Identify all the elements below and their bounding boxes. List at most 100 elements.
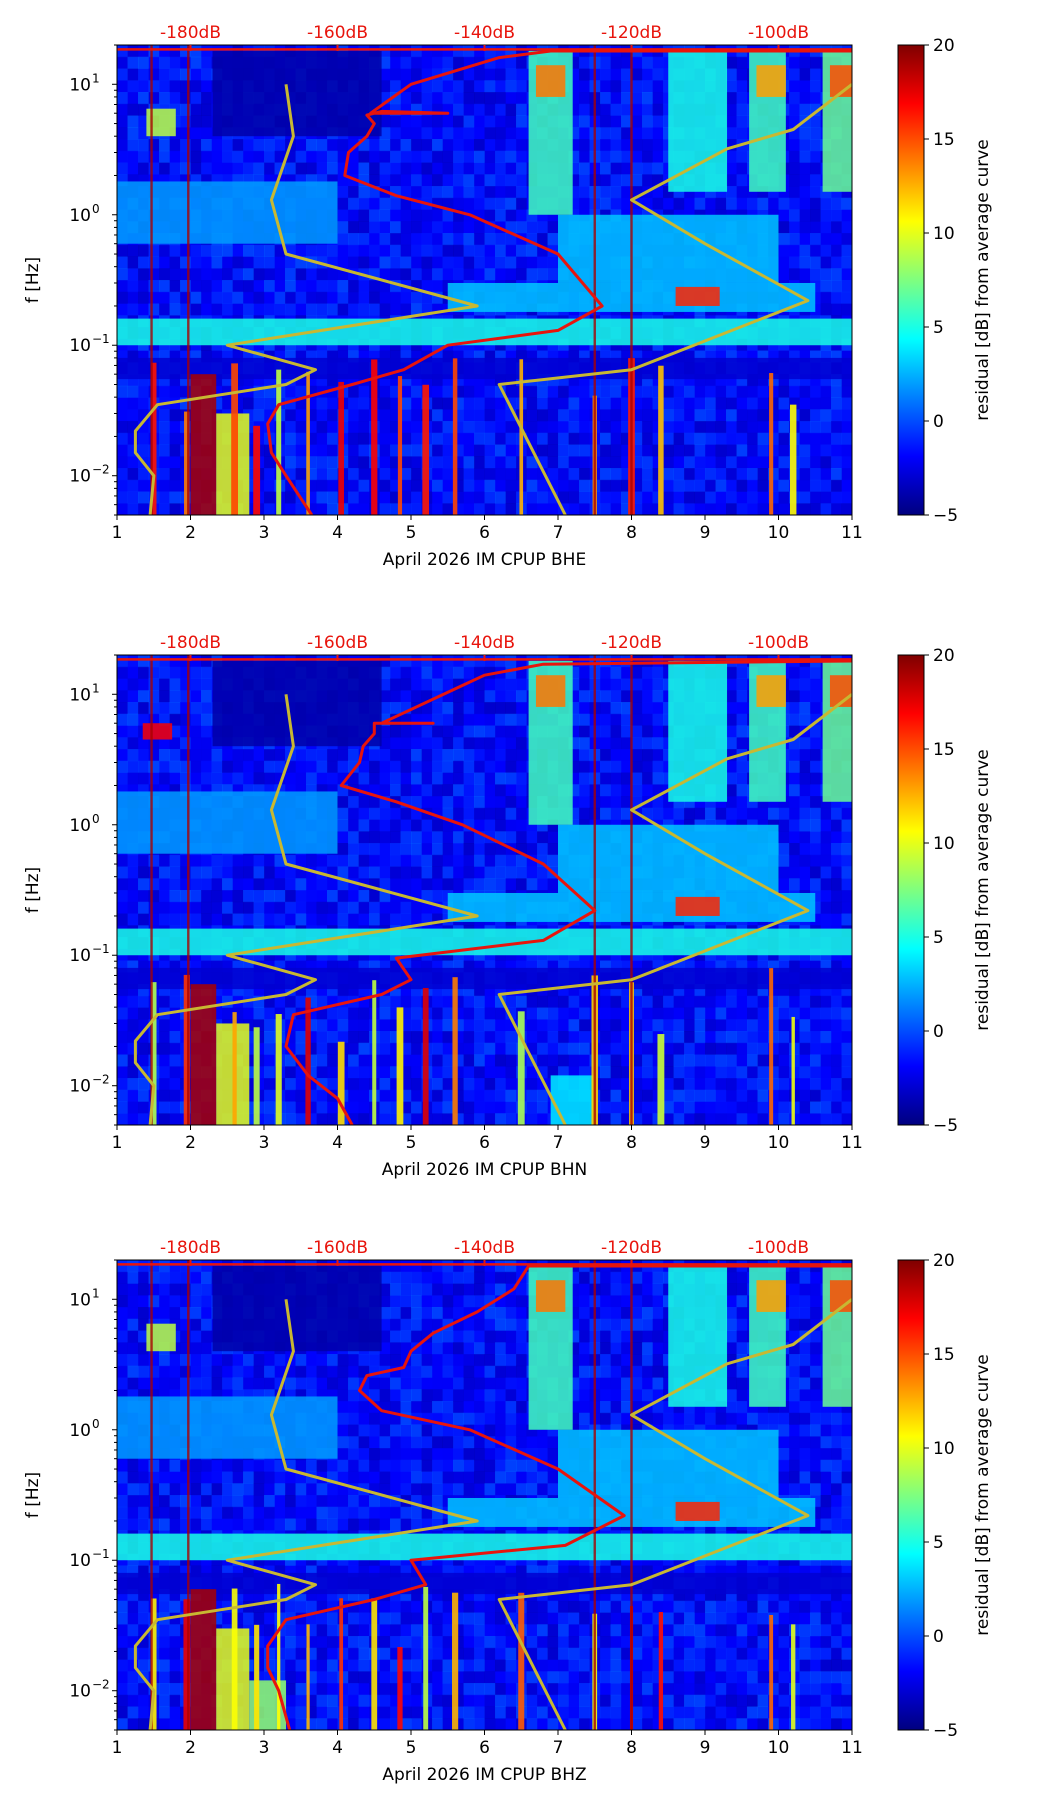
- heatmap-cell: [432, 996, 443, 1008]
- heatmap-cell: [411, 667, 422, 679]
- heatmap-cell: [632, 726, 643, 738]
- colorbar-tick-label: 15: [933, 130, 955, 150]
- heatmap-cell: [642, 421, 653, 433]
- heatmap-cell: [117, 761, 128, 773]
- heatmap-cell: [411, 151, 422, 163]
- heatmap-cell: [779, 492, 790, 504]
- heatmap-cell: [222, 749, 233, 761]
- heatmap-cell: [285, 773, 296, 785]
- heatmap-cell: [138, 433, 149, 445]
- heatmap-cell: [506, 749, 517, 761]
- heatmap-cell: [800, 186, 811, 198]
- heatmap-cell: [506, 127, 517, 139]
- heatmap-cell: [474, 855, 485, 867]
- heatmap-cell: [611, 127, 622, 139]
- heatmap-cell: [485, 198, 496, 210]
- heatmap-cell: [821, 421, 832, 433]
- heatmap-cell: [138, 245, 149, 257]
- heatmap-cell: [390, 902, 401, 914]
- heatmap-cell: [632, 92, 643, 104]
- heatmap-cell: [138, 92, 149, 104]
- heatmap-cell: [380, 257, 391, 269]
- heatmap-cell: [128, 761, 139, 773]
- heatmap-cell: [464, 69, 475, 81]
- heatmap-cell: [159, 433, 170, 445]
- heatmap-cell: [191, 726, 202, 738]
- heatmap-cell: [401, 855, 412, 867]
- heatmap-cell: [401, 867, 412, 879]
- heatmap-cell: [611, 679, 622, 691]
- heatmap-cell: [117, 1055, 128, 1067]
- heatmap-cell: [642, 480, 653, 492]
- heatmap-cell: [684, 456, 695, 468]
- heatmap-cell: [380, 831, 391, 843]
- heatmap-cell: [642, 749, 653, 761]
- heatmap-cell: [821, 268, 832, 280]
- heatmap-cell: [138, 1008, 149, 1020]
- heatmap-cell: [275, 914, 286, 926]
- heatmap-cell: [170, 855, 181, 867]
- heatmap-cell: [170, 456, 181, 468]
- heatmap-cell: [611, 761, 622, 773]
- heatmap-cell: [611, 714, 622, 726]
- heatmap-cell: [149, 151, 160, 163]
- heatmap-cell: [642, 737, 653, 749]
- heatmap-cell: [495, 127, 506, 139]
- heatmap-cell: [789, 245, 800, 257]
- heatmap-cell: [264, 292, 275, 304]
- heatmap-cell: [485, 1055, 496, 1067]
- heatmap-cell: [117, 398, 128, 410]
- heatmap-cell: [758, 456, 769, 468]
- heatmap-cell: [117, 702, 128, 714]
- heatmap-cell: [432, 1043, 443, 1055]
- heatmap-cell: [474, 186, 485, 198]
- heatmap-cell: [726, 151, 737, 163]
- heatmap-cell: [506, 1090, 517, 1102]
- heatmap-cell: [422, 221, 433, 233]
- heatmap-cell: [212, 163, 223, 175]
- heatmap-cell: [348, 1078, 359, 1090]
- heatmap-cell: [243, 773, 254, 785]
- heatmap-cell: [359, 292, 370, 304]
- heatmap-cell: [390, 761, 401, 773]
- heatmap-cell: [380, 773, 391, 785]
- heatmap-cell: [170, 690, 181, 702]
- heatmap-cell: [159, 878, 170, 890]
- heatmap-cell: [632, 667, 643, 679]
- heatmap-cell: [380, 1031, 391, 1043]
- heatmap-cell: [380, 1102, 391, 1114]
- heatmap-cell: [264, 268, 275, 280]
- heatmap-cell: [117, 890, 128, 902]
- heatmap-cell: [170, 139, 181, 151]
- heatmap-cell: [243, 902, 254, 914]
- heatmap-cell: [548, 996, 559, 1008]
- heatmap-cell: [348, 902, 359, 914]
- heatmap-cell: [390, 292, 401, 304]
- heatmap-cell: [443, 749, 454, 761]
- heatmap-cell: [338, 233, 349, 245]
- heatmap-cell: [464, 163, 475, 175]
- heatmap-cell: [474, 492, 485, 504]
- heatmap-cell: [579, 92, 590, 104]
- heatmap-cell: [632, 714, 643, 726]
- heatmap-cell: [800, 127, 811, 139]
- heatmap-cell: [338, 210, 349, 222]
- heatmap-cell: [411, 726, 422, 738]
- heatmap-cell: [632, 702, 643, 714]
- heatmap-cell: [411, 257, 422, 269]
- heatmap-cell: [537, 1031, 548, 1043]
- heatmap-cell: [380, 445, 391, 457]
- heatmap-cell: [495, 198, 506, 210]
- heatmap-cell: [117, 1019, 128, 1031]
- heatmap-cell: [495, 116, 506, 128]
- heatmap-cell: [432, 773, 443, 785]
- x-tick-label: 9: [700, 523, 711, 543]
- heatmap-cell: [495, 409, 506, 421]
- heatmap-cell: [117, 667, 128, 679]
- heatmap-cell: [558, 433, 569, 445]
- heatmap-cell: [390, 808, 401, 820]
- heatmap-cell: [800, 398, 811, 410]
- heatmap-cell: [390, 80, 401, 92]
- heatmap-cell: [359, 198, 370, 210]
- heatmap-cell: [674, 409, 685, 421]
